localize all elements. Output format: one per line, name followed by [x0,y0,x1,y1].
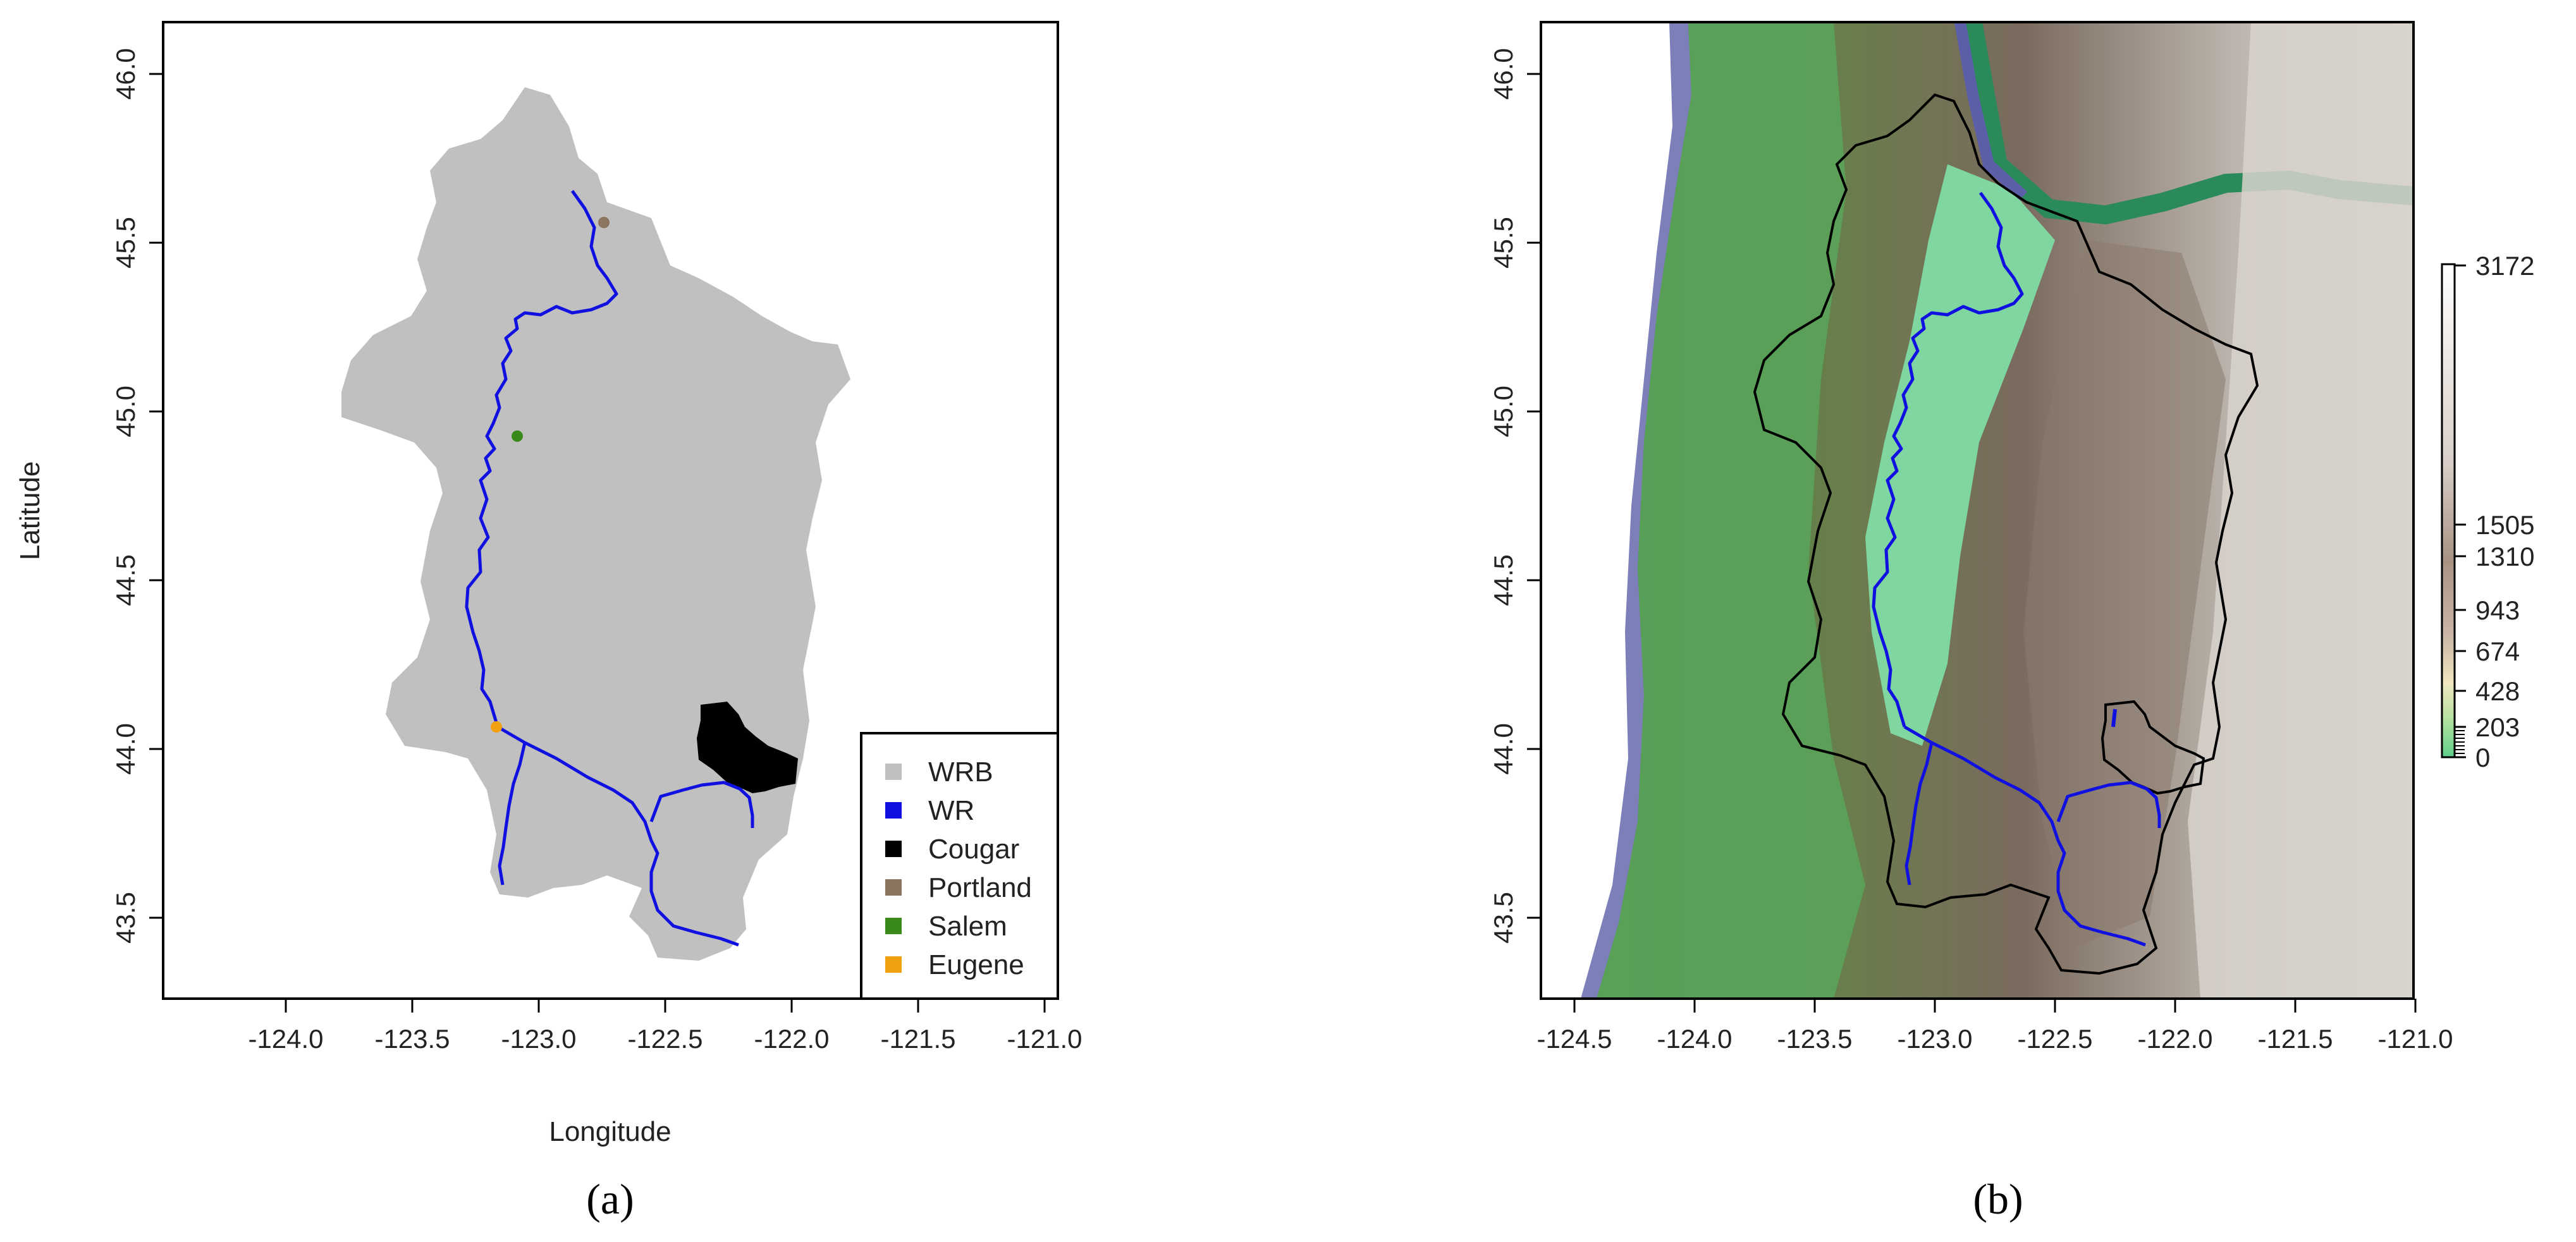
colorbar-label: 674 [2475,636,2520,666]
colorbar-label: 1310 [2475,542,2534,571]
legend-label: Cougar [928,834,1019,865]
y-tick-label: 46.0 [111,48,140,100]
panel-a-xlabel: Longitude [549,1116,671,1147]
wr-river-line-b [1872,192,2024,728]
x-tick-label: -121.0 [1007,1024,1082,1054]
colorbar-label: 428 [2475,676,2520,706]
legend-label: Salem [928,911,1007,942]
panel-a-plot-frame [162,21,1059,1000]
x-tick-label: -124.5 [1536,1024,1612,1054]
panel-a-legend: WRB WR Cougar Portland Salem Eugene [860,732,1059,1000]
legend-label: Portland [928,872,1032,903]
x-tick-label: -122.0 [754,1024,829,1054]
panel-a-y-axis: 43.5 44.0 44.5 45.0 45.5 46.0 [111,48,163,944]
eugene-marker [491,721,502,733]
legend-swatch [885,956,902,973]
panel-b: 43.544.044.545.045.546.0 -124.5 -124.0 -12… [1488,21,2534,1223]
x-tick-label: -122.5 [627,1024,702,1054]
valley-lowland [1865,164,2055,746]
x-tick-label: -121.5 [880,1024,955,1054]
cougar-river-b [2111,709,2117,728]
panel-b-y-axis: 43.5 44.0 44.5 45.0 45.5 46.0 [1488,48,1541,944]
colorbar-label: 0 [2475,743,2490,772]
panel-b-x-axis: -124.5 -124.0 -123.5 -123.0 -122.5 -122.0 -121… [1536,999,2453,1054]
legend-label: Eugene [928,949,1024,980]
colorbar-label: 203 [2475,712,2520,742]
legend-swatch [885,764,902,780]
legend-swatch [885,802,902,819]
colorbar-ramp [2441,263,2456,758]
colorbar-label: 3172 [2475,251,2534,281]
x-tick-label: -121.5 [2257,1024,2333,1054]
y-tick-label: 45.5 [1488,217,1518,269]
y-tick-label: 45.0 [1488,386,1518,437]
panel-b-plot-frame [1540,21,2415,1000]
y-tick-label: 44.5 [1488,554,1518,606]
colorbar-label: 943 [2475,595,2520,625]
x-tick-label: -124.0 [1657,1024,1732,1054]
x-tick-label: -124.0 [248,1024,323,1054]
y-tick-label: 45.0 [111,386,140,437]
wr-river-line [465,190,618,728]
panel-a-caption: (a) [586,1175,634,1223]
y-tick-label: 43.5 [111,892,140,944]
x-tick-label: -121.0 [2377,1024,2453,1054]
elevation-relief-map [1541,22,2413,999]
wr-river-mckenzie [649,781,754,828]
x-tick-label: -123.0 [1897,1024,1972,1054]
panel-b-caption: (b) [1973,1175,2023,1223]
legend-swatch [885,879,902,896]
y-tick-label: 43.5 [1488,892,1518,944]
panel-a-ylabel: Latitude [15,461,46,561]
wrb-basin-outline [1753,93,2259,975]
legend-label: WRB [928,757,993,788]
wrb-basin-shape [341,87,850,961]
y-tick-label: 45.5 [111,217,140,269]
x-tick-label: -122.0 [2137,1024,2212,1054]
x-tick-label: -122.5 [2017,1024,2092,1054]
colorbar-label: 1505 [2475,510,2534,540]
wr-river-mainstem-south-b [1903,725,2146,947]
cougar-shape [697,702,798,793]
legend-swatch [885,841,902,857]
wr-river-mainstem-south [496,725,739,947]
wr-river-mckenzie-b [2056,781,2161,828]
legend-swatch [885,918,902,934]
x-tick-label: -123.5 [1777,1024,1852,1054]
x-tick-label: -123.0 [501,1024,576,1054]
x-tick-label: -123.5 [374,1024,450,1054]
salem-marker [512,430,523,442]
y-tick-label: 46.0 [1488,48,1518,100]
panel-a-x-axis: -124.0 -123.5 -123.0 -122.5 -122.0 -121.5 -121… [248,999,1083,1054]
legend-label: WR [928,795,974,826]
y-tick-label: 44.0 [111,723,140,775]
y-tick-label: 44.0 [1488,723,1518,775]
y-tick-label: 44.5 [111,554,140,606]
wr-river-coast-fork-b [1904,742,1934,886]
cougar-outline [2101,700,2205,795]
wr-river-coast-fork [498,742,527,886]
portland-marker [598,217,610,228]
panel-a: 43.544.044.545.045.546.0 -124.0 -123.5 -12… [15,21,1083,1223]
